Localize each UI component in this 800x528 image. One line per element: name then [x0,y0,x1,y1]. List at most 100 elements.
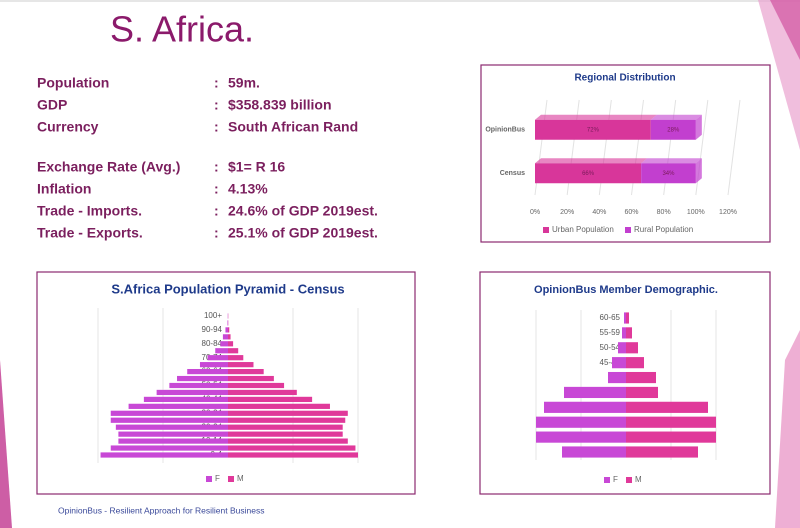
y-tick-label: 90-94 [202,325,223,334]
x-tick-label: 80% [657,209,671,216]
x-tick-label: 0% [530,209,540,216]
bar [608,371,626,384]
bar [622,327,626,339]
bar [222,334,228,340]
legend-label: Rural Population [634,225,693,234]
fact-value: South African Rand [228,119,358,135]
fact-label: Trade - Imports. [37,203,142,219]
chart-title: S.Africa Population Pyramid - Census [111,281,344,296]
bar [626,386,658,399]
bar [115,424,228,430]
bar [564,386,626,399]
x-tick-label: 120% [719,209,737,216]
fact-separator: : [214,181,219,197]
bar [228,368,264,375]
bar [626,371,656,384]
bar [535,163,642,184]
x-tick-label: 40% [592,209,606,216]
y-tick-label: 50-54 [600,343,621,352]
fact-separator: : [214,203,219,219]
bar [100,452,228,458]
bar [228,327,230,333]
x-tick-label: 20% [560,209,574,216]
value-label: 72% [587,127,600,133]
fact-value: $358.839 billion [228,97,332,113]
bar [228,334,231,340]
bar [228,382,285,389]
bar [626,327,632,339]
bar [626,401,708,413]
chart-frame [480,64,771,243]
legend-swatch [228,476,234,482]
fact-separator: : [214,97,219,113]
bar [156,389,228,396]
value-label: 28% [667,127,680,133]
bar [641,163,696,184]
fact-label: GDP [37,97,67,113]
legend-label: M [237,474,244,483]
y-tick-label: 60-65 [600,313,621,322]
bar [169,382,228,389]
bar-top [535,114,657,120]
fact-label: Currency [37,119,99,135]
bar [228,396,313,403]
bar [618,342,626,354]
bar [207,355,228,361]
fact-label: Population [37,75,109,91]
bar-top [650,114,702,120]
bar-top [641,158,702,164]
bar [128,403,228,409]
bar [535,119,651,140]
grid-line [727,99,741,196]
bar-side [695,114,702,140]
bar [228,348,239,354]
bar [228,341,234,347]
legend-label: F [215,474,220,483]
y-tick-label: 55-59 [600,328,621,337]
fact-separator: : [214,75,219,91]
bar [626,416,716,428]
bar [118,438,228,444]
x-tick-label: 100% [687,209,705,216]
bar [227,320,228,326]
bar [228,417,346,423]
bar [228,403,330,409]
value-label: 34% [662,171,675,177]
bar [228,362,254,368]
bar [536,416,626,428]
bar [626,446,698,458]
fact-separator: : [214,225,219,241]
bar [626,342,638,354]
y-tick-label: Census [500,170,525,177]
bar [626,312,629,324]
bar [228,445,356,451]
bar [612,357,626,369]
bar [228,355,244,361]
fact-value: 25.1% of GDP 2019est. [228,225,378,241]
y-tick-label: 45-49 [600,358,621,367]
x-tick-label: 60% [624,209,638,216]
bar [228,410,348,416]
legend-label: M [635,475,642,484]
bar [650,119,696,140]
decor [775,330,800,528]
fact-separator: : [214,159,219,175]
bar [228,438,348,444]
chart-title: Regional Distribution [574,73,675,84]
legend-swatch [206,476,212,482]
legend-label: Urban Population [552,225,614,234]
bar-top [535,158,648,164]
fact-label: Exchange Rate (Avg.) [37,159,180,175]
bar-side [695,158,702,184]
bar [626,357,644,369]
y-tick-label: 80-84 [202,339,223,348]
decor [770,0,800,60]
bar [110,445,228,451]
fact-value: 4.13% [228,181,268,197]
y-tick-label: 100+ [204,311,222,320]
footer: OpinionBus - Resilient Approach for Resi… [58,505,264,515]
legend-label: F [613,475,618,484]
bar [199,362,228,368]
bar [228,389,297,396]
